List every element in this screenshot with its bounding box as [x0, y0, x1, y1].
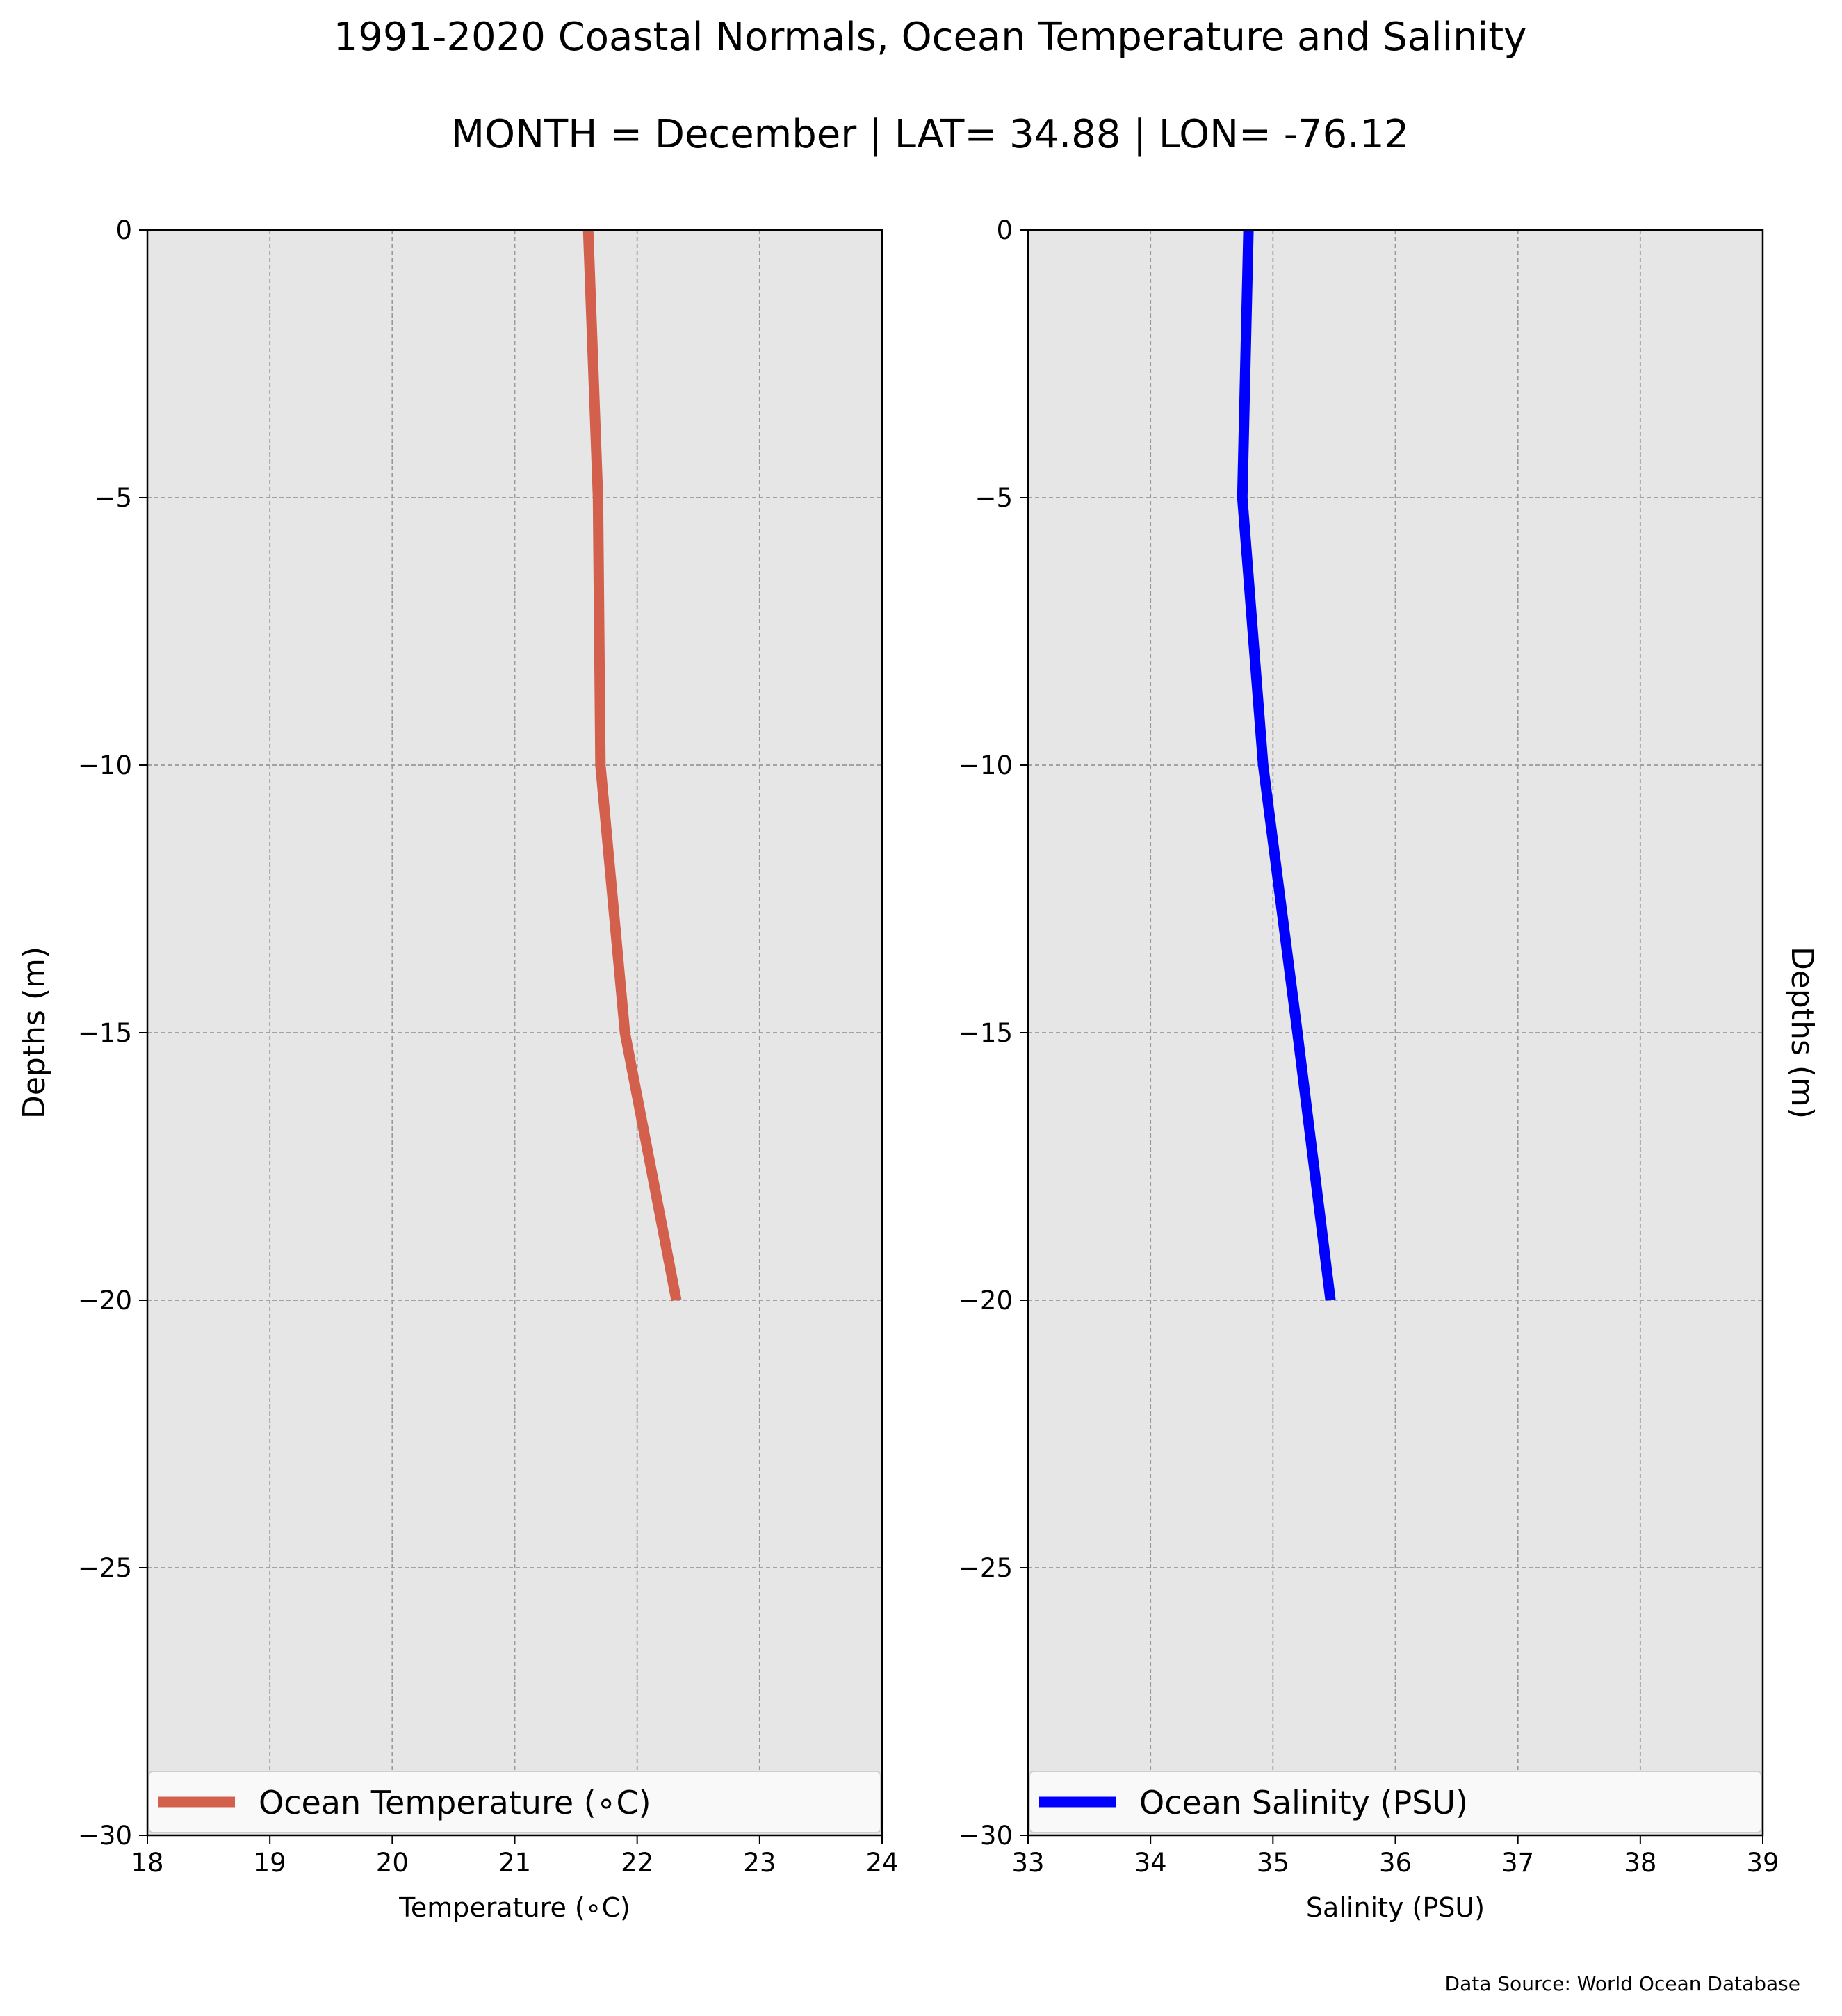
sal-y-tick-label: −20 — [959, 1286, 1013, 1316]
temp-y-tick-label: −20 — [78, 1286, 132, 1316]
temperature-panel: Ocean Temperature (∘C) 18 19 20 21 22 23 24 0 −5 −… — [17, 215, 899, 1923]
sal-x-tick-label: 38 — [1624, 1848, 1656, 1878]
temp-data-point — [600, 764, 601, 766]
temp-legend-box — [148, 1771, 881, 1833]
temp-x-tick-label: 22 — [621, 1848, 653, 1878]
temp-x-tick-label: 19 — [254, 1848, 286, 1878]
sal-x-axis-label: Salinity (PSU) — [1306, 1892, 1485, 1923]
sal-x-tick-label: 37 — [1501, 1848, 1534, 1878]
sal-legend-label: Ocean Salinity (PSU) — [1139, 1784, 1468, 1821]
temp-y-axis-label: Depths (m) — [17, 946, 52, 1119]
sal-y-tick-label: −10 — [959, 751, 1013, 780]
temp-x-tick-label: 23 — [743, 1848, 776, 1878]
sal-legend: Ocean Salinity (PSU) — [1029, 1771, 1762, 1833]
sal-y-tick-label: −5 — [975, 483, 1013, 513]
temp-x-tick-label: 21 — [498, 1848, 531, 1878]
sal-x-tick-label: 35 — [1257, 1848, 1289, 1878]
source-note: Data Source: World Ocean Database — [1445, 1972, 1800, 1995]
temp-x-tick-label: 18 — [131, 1848, 163, 1878]
temp-y-tick-label: −10 — [78, 751, 132, 780]
temp-y-tick-label: 0 — [115, 215, 132, 245]
sal-y-tick-label: −30 — [959, 1821, 1013, 1851]
temp-y-tick-label: −15 — [78, 1018, 132, 1048]
temp-legend: Ocean Temperature (∘C) — [148, 1771, 881, 1833]
chart-title: 1991-2020 Coastal Normals, Ocean Tempera… — [334, 15, 1527, 60]
sal-y-tick-label: 0 — [996, 215, 1013, 245]
sal-legend-box — [1029, 1771, 1762, 1833]
temp-y-tick-label: −25 — [78, 1553, 132, 1583]
sal-x-tick-label: 39 — [1746, 1848, 1779, 1878]
temp-x-axis-label: Temperature (∘C) — [398, 1892, 630, 1923]
temp-legend-label: Ocean Temperature (∘C) — [259, 1784, 651, 1821]
sal-data-point — [1262, 764, 1264, 766]
sal-x-tick-label: 33 — [1011, 1848, 1044, 1878]
salinity-panel: Ocean Salinity (PSU) 33 34 35 36 37 38 39 0 −5 −10… — [959, 215, 1820, 1923]
sal-data-point — [1330, 1300, 1331, 1301]
chart-subtitle: MONTH = December | LAT= 34.88 | LON= -76… — [451, 112, 1410, 157]
sal-x-tick-label: 36 — [1379, 1848, 1412, 1878]
sal-y-tick-label: −15 — [959, 1018, 1013, 1048]
temp-y-tick-label: −5 — [94, 483, 132, 513]
sal-y-tick-label: −25 — [959, 1553, 1013, 1583]
sal-x-tick-label: 34 — [1134, 1848, 1167, 1878]
temp-x-tick-label: 20 — [376, 1848, 409, 1878]
temp-y-tick-label: −30 — [78, 1821, 132, 1851]
temp-x-tick-label: 24 — [865, 1848, 898, 1878]
temp-data-point — [676, 1300, 677, 1301]
sal-y-axis-label: Depths (m) — [1784, 946, 1820, 1119]
